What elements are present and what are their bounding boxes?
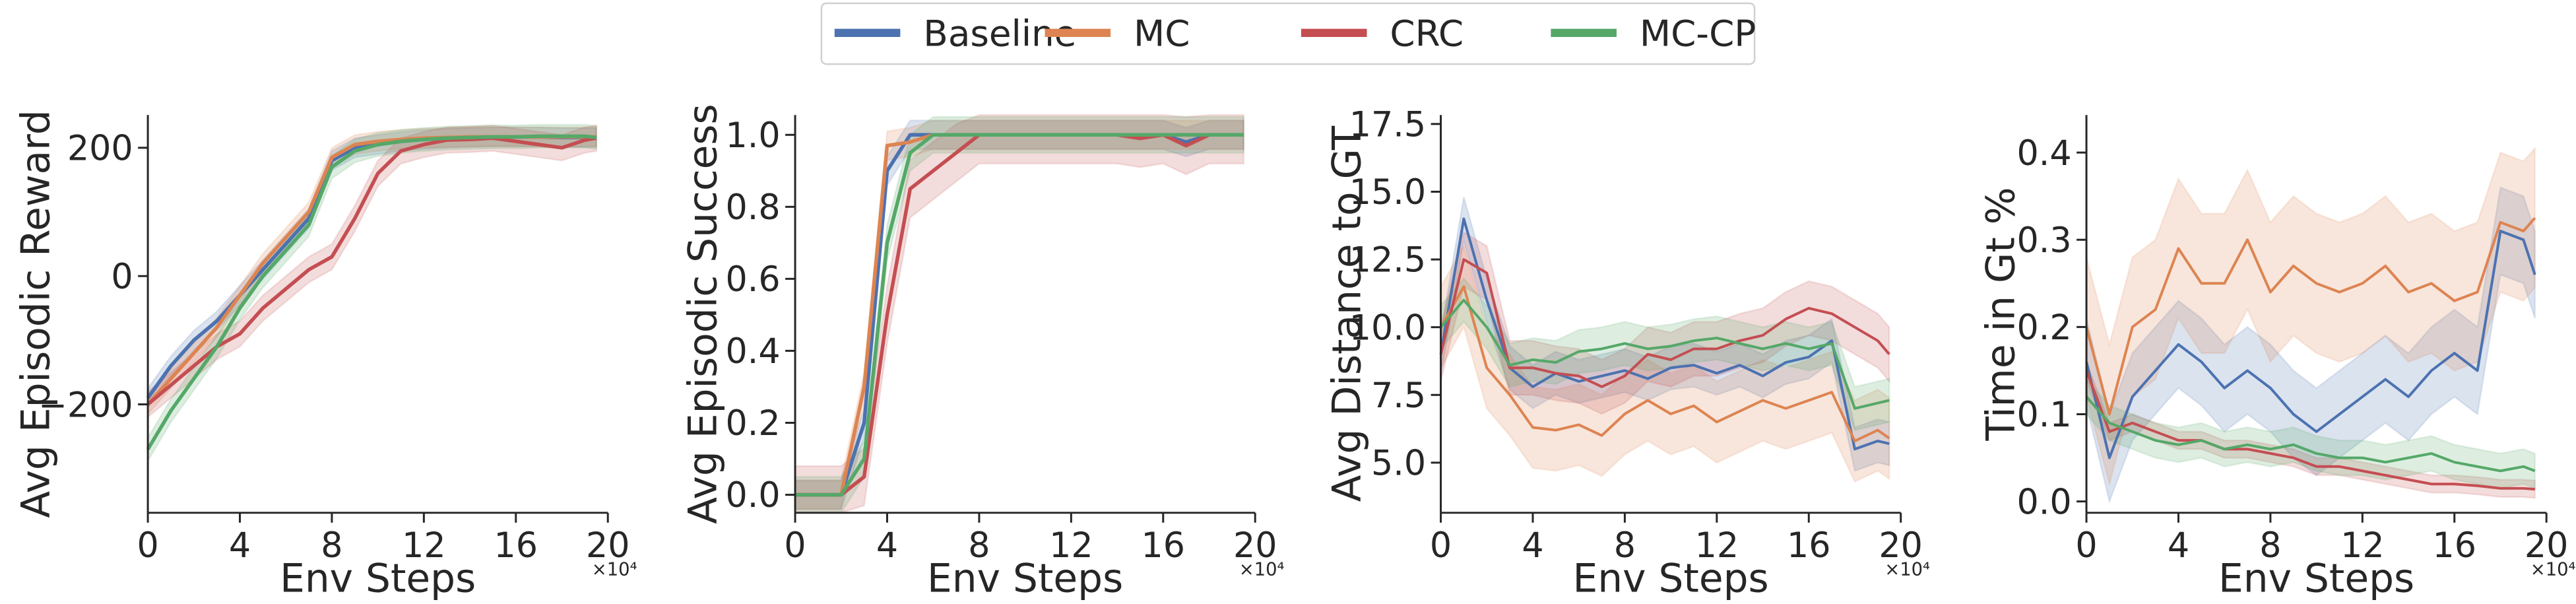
- x-tick-label: 20: [1233, 525, 1277, 566]
- subplot-2: 0 4 8 12 16 20 0.0 0.2 0.4 0.6 0.8 1.0 Env Steps ×10⁴…: [681, 104, 1285, 601]
- confidence-band-baseline: [1440, 197, 1890, 472]
- confidence-band-baseline: [2085, 186, 2536, 504]
- confidence-band-mc: [1440, 244, 1890, 483]
- x-tick-label: 20: [1879, 525, 1923, 566]
- confidence-band-crc: [1440, 231, 1890, 415]
- x-axis-multiplier: ×10⁴: [1884, 559, 1930, 580]
- x-tick-label: 8: [1614, 525, 1636, 566]
- x-tick-label: 4: [2168, 525, 2189, 566]
- confidence-band-mc-cp: [794, 116, 1245, 514]
- x-axis-multiplier: ×10⁴: [2530, 559, 2576, 580]
- series-line-baseline: [2085, 230, 2536, 459]
- x-axis-label: Env Steps: [1573, 556, 1769, 601]
- y-axis-label: Avg Distance to GT: [1325, 125, 1370, 502]
- subplot-3: 0 4 8 12 16 20 5.0 7.5 10.0 12.5 15.0 17.5 Env Steps…: [1325, 105, 1930, 602]
- confidence-band-baseline: [794, 119, 1245, 510]
- series-line-mc-cp: [146, 134, 597, 451]
- series-line-crc: [1439, 258, 1890, 388]
- x-axis-multiplier: ×10⁴: [592, 559, 637, 580]
- y-tick-label: 0: [111, 257, 133, 297]
- x-tick-label: 4: [1522, 525, 1543, 566]
- y-tick-label: 10.0: [1349, 308, 1426, 348]
- y-axis-label: Avg Episodic Reward: [14, 110, 59, 518]
- x-tick-label: 12: [402, 525, 446, 566]
- legend-label: MC: [1134, 13, 1190, 55]
- confidence-band-mc: [794, 119, 1245, 510]
- x-tick-label: 20: [586, 525, 630, 566]
- x-tick-label: 16: [2432, 525, 2476, 566]
- y-tick-label: −200: [38, 385, 133, 425]
- series-line-mc-cp: [2085, 395, 2536, 473]
- y-tick-label: 0.6: [726, 259, 781, 300]
- x-tick-label: 0: [137, 525, 158, 566]
- y-tick-label: 5.0: [1371, 444, 1426, 484]
- y-tick-label: 0.4: [726, 331, 781, 372]
- x-tick-label: 8: [968, 525, 990, 566]
- y-tick-label: 0.4: [2017, 133, 2072, 174]
- confidence-band-crc: [146, 124, 598, 419]
- legend-label: MC-CP: [1640, 13, 1756, 55]
- x-tick-label: 0: [784, 525, 806, 566]
- x-tick-label: 16: [1142, 525, 1186, 566]
- x-tick-label: 12: [1049, 525, 1093, 566]
- confidence-band-baseline: [146, 126, 598, 411]
- legend-frame: [820, 2, 1756, 65]
- legend-label: CRC: [1390, 13, 1464, 55]
- y-tick-label: 0.2: [2017, 308, 2072, 348]
- x-tick-label: 12: [1695, 525, 1739, 566]
- confidence-band-mc: [2085, 146, 2536, 488]
- x-tick-label: 8: [321, 525, 342, 566]
- series-line-crc: [2085, 370, 2535, 491]
- subplot-1: 0 4 8 12 16 20 −200 0 200 Env Steps ×10⁴ Avg Episod…: [14, 110, 637, 601]
- x-tick-label: 20: [2525, 525, 2569, 566]
- confidence-band-mc: [146, 126, 598, 417]
- x-tick-label: 4: [876, 525, 898, 566]
- x-tick-label: 4: [229, 525, 251, 566]
- y-tick-label: 12.5: [1349, 240, 1426, 281]
- y-tick-label: 1.0: [726, 116, 781, 156]
- subplot-4: 0 4 8 12 16 20 0.0 0.1 0.2 0.3 0.4 Env Steps ×10⁴ Tim…: [1978, 115, 2576, 601]
- x-axis-multiplier: ×10⁴: [1239, 559, 1285, 580]
- series-line-mc-cp: [795, 133, 1244, 497]
- y-tick-label: 0.0: [726, 475, 781, 516]
- y-tick-label: 0.3: [2017, 220, 2072, 261]
- x-tick-label: 8: [2259, 525, 2281, 566]
- x-axis-label: Env Steps: [927, 556, 1123, 601]
- y-tick-label: 200: [67, 129, 133, 169]
- y-tick-label: 15.0: [1349, 172, 1426, 213]
- series-line-mc-cp: [1440, 298, 1890, 410]
- y-tick-label: 0.2: [726, 403, 781, 444]
- x-tick-label: 12: [2340, 525, 2385, 566]
- x-axis-label: Env Steps: [2218, 556, 2414, 601]
- x-tick-label: 0: [1430, 525, 1452, 566]
- y-tick-label: 17.5: [1349, 105, 1426, 145]
- y-tick-label: 7.5: [1371, 376, 1426, 416]
- y-tick-label: 0.0: [2017, 482, 2072, 522]
- y-tick-label: 0.1: [2017, 395, 2072, 435]
- confidence-band-crc: [2085, 361, 2536, 499]
- y-axis-label: Avg Episodic Success: [681, 104, 726, 524]
- x-tick-label: 0: [2075, 525, 2097, 566]
- y-axis-label: Time in Gt %: [1978, 187, 2024, 441]
- confidence-band-mc-cp: [1440, 277, 1890, 432]
- y-tick-label: 0.8: [726, 187, 781, 228]
- legend: Baseline MC CRC MC-CP: [820, 2, 1756, 65]
- series-line-mc: [2085, 217, 2536, 416]
- x-tick-label: 16: [1787, 525, 1831, 566]
- series-line-crc: [146, 136, 597, 406]
- x-tick-label: 16: [494, 525, 538, 566]
- series-line-mc: [1439, 285, 1890, 443]
- x-axis-label: Env Steps: [280, 556, 476, 601]
